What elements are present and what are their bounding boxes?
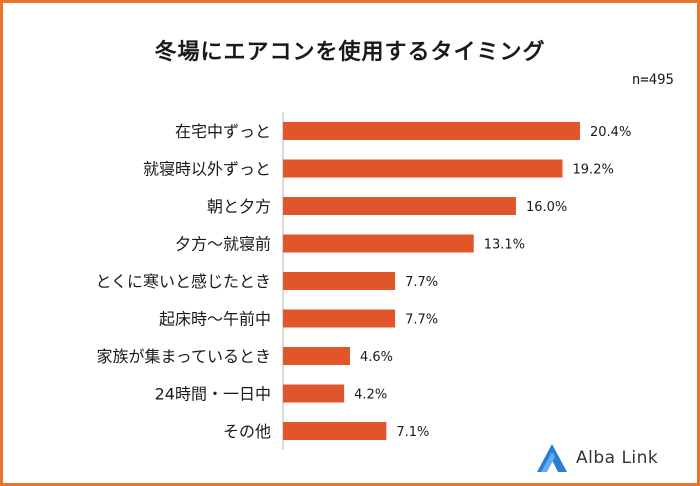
bar <box>283 272 396 290</box>
bar <box>283 422 387 440</box>
category-label: 就寝時以外ずっと <box>143 160 271 179</box>
value-label: 7.7% <box>405 275 438 290</box>
category-label: 朝と夕方 <box>207 197 271 216</box>
bar <box>283 309 396 328</box>
category-label: 在宅中ずっと <box>175 122 271 141</box>
value-label: 4.6% <box>360 350 393 365</box>
brand-logo: Alba Link <box>536 440 658 476</box>
value-label: 4.2% <box>354 388 387 403</box>
bar <box>283 384 345 403</box>
category-label: その他 <box>223 422 271 441</box>
value-label: 20.4% <box>590 125 631 140</box>
value-label: 7.7% <box>405 313 438 328</box>
value-label: 13.1% <box>484 238 525 253</box>
category-label: とくに寒いと感じたとき <box>95 272 271 291</box>
category-label: 家族が集まっているとき <box>96 347 271 366</box>
value-label: 16.0% <box>526 200 567 215</box>
bar <box>283 122 580 140</box>
value-label: 19.2% <box>573 163 614 178</box>
alba-link-logo-icon <box>537 444 567 472</box>
bar <box>283 234 474 253</box>
bar <box>283 159 563 178</box>
brand-name: Alba Link <box>576 448 659 468</box>
category-label: 起床時～午前中 <box>159 310 271 329</box>
bar <box>283 197 516 215</box>
sample-size-label: n=495 <box>631 72 674 88</box>
bar <box>283 347 350 365</box>
category-label: 夕方～就寝前 <box>175 235 271 254</box>
chart-title: 冬場にエアコンを使用するタイミング <box>154 40 546 65</box>
category-label: 24時間・一日中 <box>155 385 271 404</box>
value-label: 7.1% <box>396 425 429 440</box>
